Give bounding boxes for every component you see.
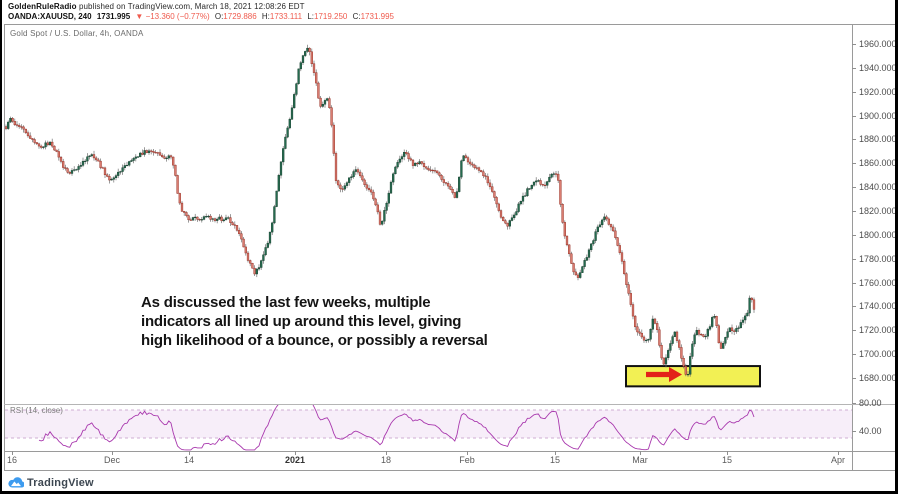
- tradingview-brand-text[interactable]: TradingView: [27, 477, 94, 489]
- price-axis-label: 1900.000: [859, 110, 897, 121]
- rsi-axis-label: 80.00: [859, 398, 882, 408]
- price-axis-tick: [852, 282, 856, 284]
- price-axis-label: 1800.000: [859, 229, 897, 240]
- annotation-line-3: high likelihood of a bounce, or possibly…: [141, 332, 488, 349]
- rsi-indicator-label[interactable]: RSI (14, close): [10, 406, 63, 415]
- price-change: ▼ −13.360 (−0.77%): [135, 12, 210, 21]
- price-axis-label: 1860.000: [859, 158, 897, 169]
- time-axis-tick: [640, 451, 641, 455]
- pane-divider[interactable]: [4, 404, 896, 405]
- price-axis-tick: [852, 258, 856, 260]
- price-axis-label: 1940.000: [859, 62, 897, 73]
- price-axis-tick: [852, 234, 856, 236]
- time-axis-tick: [727, 451, 728, 455]
- author-name: GoldenRuleRadio: [8, 2, 77, 11]
- high-value: 1733.111: [269, 12, 303, 21]
- time-axis-label: Apr: [830, 455, 845, 465]
- border-left: [0, 0, 2, 494]
- time-axis-tick: [467, 451, 468, 455]
- high-label: H:: [261, 12, 270, 21]
- price-axis-tick: [852, 354, 856, 356]
- rsi-axis-tick: [852, 431, 856, 432]
- low-label: L:: [307, 12, 314, 21]
- time-axis-label: 15: [549, 455, 560, 465]
- close-label: C:: [352, 12, 361, 21]
- time-axis-tick: [838, 451, 839, 455]
- price-axis-tick: [852, 306, 856, 308]
- price-axis-label: 1780.000: [859, 253, 897, 264]
- border-bottom: [0, 491, 898, 494]
- border-right: [895, 0, 898, 494]
- time-axis-tick: [112, 451, 113, 455]
- publish-info-line: GoldenRuleRadio published on TradingView…: [8, 2, 305, 11]
- annotation-text: As discussed the last few weeks, multipl…: [141, 293, 488, 350]
- rsi-axis-label: 40.00: [859, 426, 882, 436]
- price-axis-label: 1920.000: [859, 86, 897, 97]
- price-axis-label: 1700.000: [859, 349, 897, 360]
- price-axis-tick: [852, 115, 856, 117]
- time-axis-tick: [295, 451, 296, 455]
- rsi-axis-tick: [852, 403, 856, 404]
- time-axis-tick: [555, 451, 556, 455]
- open-value: 1729.886: [223, 12, 257, 21]
- price-axis-label: 1720.000: [859, 325, 897, 336]
- time-axis-label: Dec: [103, 455, 120, 465]
- tradingview-logo-icon[interactable]: [8, 476, 24, 489]
- symbol-info-line: OANDA:XAUUSD, 240 1731.995 ▼ −13.360 (−0…: [8, 12, 397, 21]
- time-axis-label: 2021: [284, 455, 306, 465]
- price-axis-label: 1820.000: [859, 206, 897, 216]
- pane-symbol-label: Gold Spot / U.S. Dollar, 4h, OANDA: [10, 29, 144, 38]
- price-axis-label: 1680.000: [859, 373, 897, 383]
- price-axis-separator: [852, 24, 853, 471]
- time-axis-label: Feb: [459, 455, 475, 465]
- price-axis-tick: [852, 378, 856, 379]
- time-axis-label: 18: [380, 455, 391, 465]
- time-axis-label: Mar: [632, 455, 648, 465]
- price-axis-label: 1880.000: [859, 134, 897, 145]
- time-axis-label: 14: [183, 455, 194, 465]
- annotation-line-1: As discussed the last few weeks, multipl…: [141, 294, 431, 311]
- attribution-bar: [0, 471, 896, 491]
- price-axis-tick: [852, 44, 856, 45]
- time-axis-label: 16: [6, 455, 17, 465]
- symbol-name: OANDA:XAUUSD, 240: [8, 12, 92, 21]
- last-price: 1731.995: [96, 12, 131, 21]
- price-axis-label: 1760.000: [859, 277, 897, 288]
- open-label: O:: [214, 12, 224, 21]
- annotation-line-2: indicators all lined up around this leve…: [141, 313, 462, 330]
- time-axis-separator: [4, 451, 896, 452]
- price-axis-tick: [852, 211, 856, 212]
- publish-date-text: published on TradingView.com, March 18, …: [76, 2, 305, 11]
- price-axis-label: 1740.000: [859, 301, 897, 312]
- low-value: 1719.250: [314, 12, 348, 21]
- price-axis-label: 1960.000: [859, 39, 897, 49]
- time-axis-label: 15: [721, 455, 732, 465]
- price-axis-tick: [852, 139, 856, 141]
- price-axis-label: 1840.000: [859, 182, 897, 193]
- price-axis-tick: [852, 163, 856, 165]
- time-axis-tick: [386, 451, 387, 455]
- price-axis-tick: [852, 330, 856, 332]
- time-axis-tick: [12, 451, 13, 455]
- close-value: 1731.995: [360, 12, 394, 21]
- time-axis-tick: [189, 451, 190, 455]
- price-axis-tick: [852, 91, 856, 93]
- price-axis-tick: [852, 67, 856, 69]
- price-axis-tick: [852, 187, 856, 189]
